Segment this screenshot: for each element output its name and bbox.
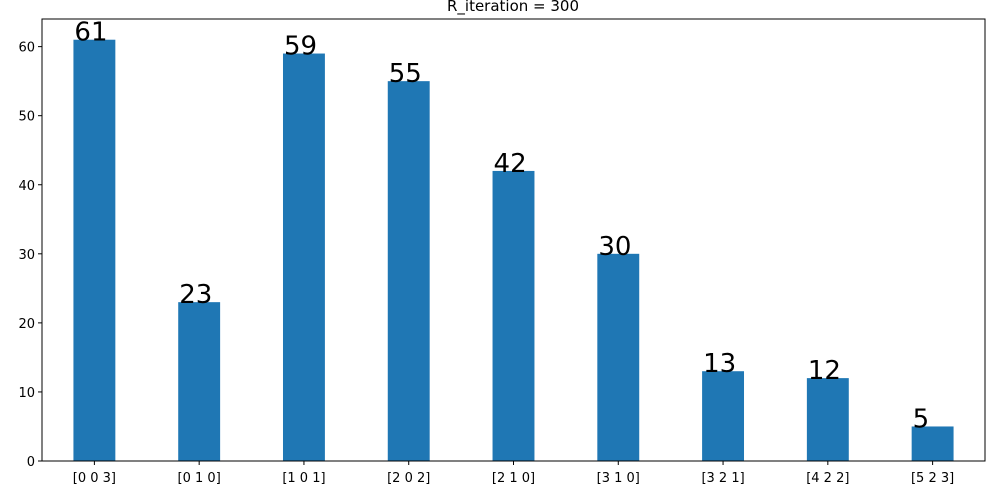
y-tick-label-0: 0	[27, 455, 35, 470]
y-tick-label-3: 30	[18, 248, 35, 263]
data-label-7: 12	[808, 356, 841, 386]
bar-6	[702, 371, 745, 461]
data-labels-group: 61 23 59 55 42 30 13 12 5	[74, 18, 929, 435]
data-label-5: 30	[598, 232, 631, 262]
chart-title: R_iteration = 300	[447, 0, 579, 16]
data-label-0: 61	[74, 18, 107, 48]
bar-5	[597, 253, 640, 461]
bar-7	[806, 378, 849, 461]
bar-3	[387, 81, 430, 461]
x-tick-label-2: [1 0 1]	[282, 471, 325, 486]
bars-group	[73, 39, 954, 461]
bar-1	[178, 302, 221, 461]
y-tick-label-2: 20	[18, 317, 35, 332]
y-tick-label-6: 60	[18, 41, 35, 56]
x-tick-label-8: [5 2 3]	[911, 471, 954, 486]
bar-8	[911, 426, 954, 461]
data-label-8: 5	[913, 404, 930, 434]
x-tick-label-1: [0 1 0]	[178, 471, 221, 486]
x-tick-label-6: [3 2 1]	[701, 471, 744, 486]
data-label-3: 55	[389, 59, 422, 89]
y-tick-label-5: 50	[18, 110, 35, 125]
data-label-1: 23	[179, 280, 212, 310]
x-tick-label-0: [0 0 3]	[73, 471, 116, 486]
y-tick-label-1: 10	[18, 386, 35, 401]
data-label-6: 13	[703, 349, 736, 379]
data-label-4: 42	[494, 149, 527, 179]
bar-4	[492, 170, 535, 461]
x-axis: [0 0 3] [0 1 0] [1 0 1] [2 0 2] [2 1 0] [3 1 …	[73, 461, 954, 486]
y-tick-label-4: 40	[18, 179, 35, 194]
data-label-2: 59	[284, 32, 317, 62]
x-tick-label-7: [4 2 2]	[806, 471, 849, 486]
x-tick-label-5: [3 1 0]	[597, 471, 640, 486]
bar-0	[73, 39, 116, 461]
y-axis: 0 10 20 30 40 50 60	[18, 41, 42, 470]
bar-2	[282, 53, 325, 461]
x-tick-label-4: [2 1 0]	[492, 471, 535, 486]
plot-frame	[41, 18, 986, 462]
x-tick-label-3: [2 0 2]	[387, 471, 430, 486]
